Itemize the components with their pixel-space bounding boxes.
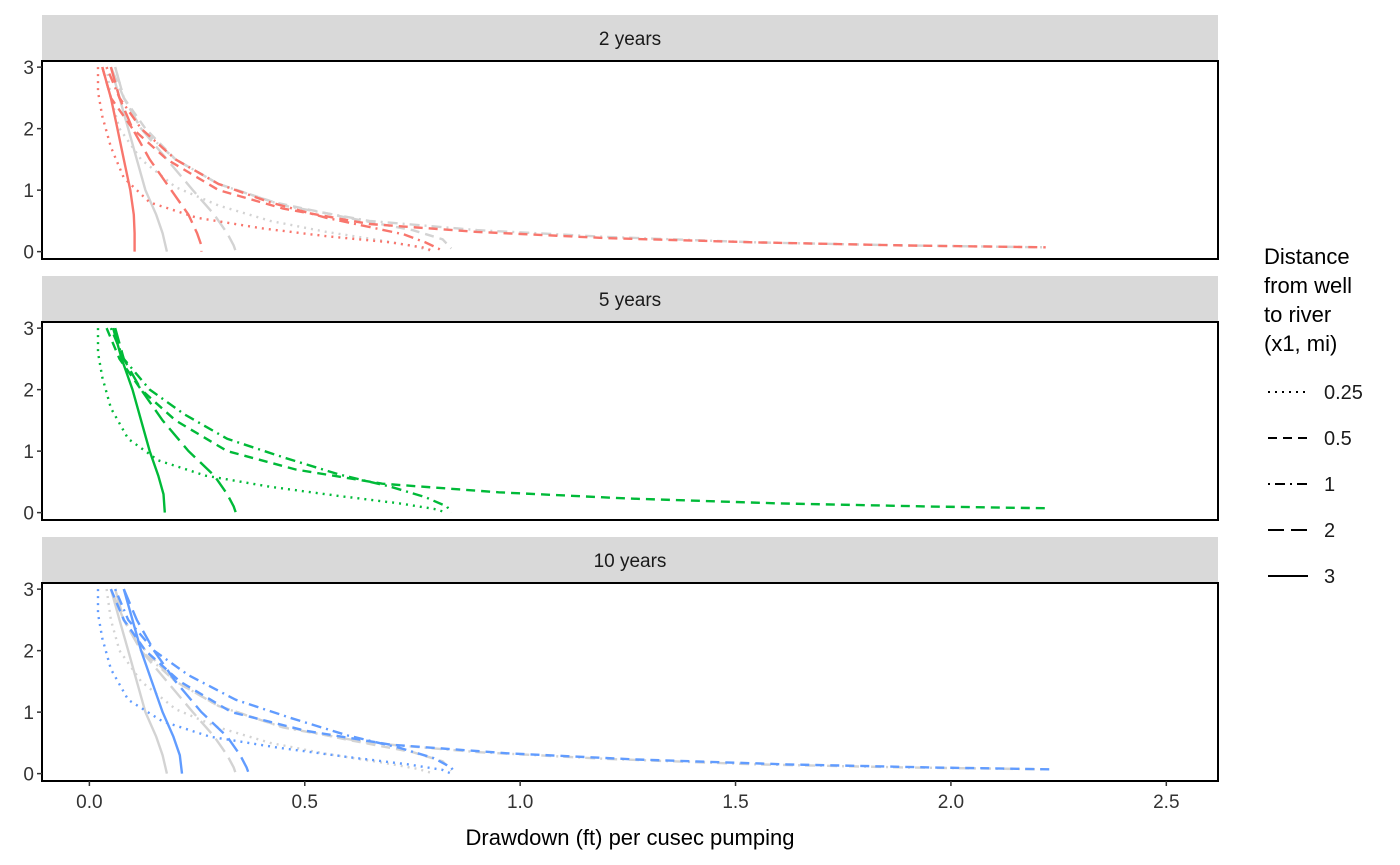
- x-tick-label-0.5: 0.5: [292, 792, 318, 813]
- panel-3-strip-label: 10 years: [594, 551, 667, 572]
- panel-1-line-2: [109, 66, 203, 252]
- panel-1-line-1: [105, 66, 444, 253]
- panel-1-strip-label: 2 years: [599, 29, 661, 50]
- panel-2-line-2: [114, 327, 237, 513]
- legend-title-line-3: to river: [1264, 302, 1331, 327]
- panel-2-background: [42, 322, 1218, 520]
- panel-1-line-0.5: [101, 66, 1046, 249]
- panel-2-y-tick-label-3: 3: [23, 319, 34, 340]
- legend-label-3: 3: [1324, 566, 1335, 588]
- panel-3-baseline-line-3: [109, 588, 169, 774]
- panel-2-y-tick-label-2: 2: [23, 381, 34, 402]
- legend-label-2: 2: [1324, 520, 1335, 542]
- panel-3-strip: [42, 537, 1218, 583]
- panel-3-y-tick-label-2: 2: [23, 642, 34, 663]
- panel-3-line-2: [122, 588, 250, 775]
- x-tick-label-1.0: 1.0: [507, 792, 533, 813]
- panel-1-baseline-line-2: [109, 66, 237, 252]
- panel-1-background: [42, 61, 1218, 259]
- legend-label-0.5: 0.5: [1324, 428, 1352, 450]
- panel-3-y-tick-label-1: 1: [23, 703, 34, 724]
- x-tick-label-2.5: 2.5: [1153, 792, 1179, 813]
- panel-1-y-tick-label-2: 2: [23, 120, 34, 141]
- panel-2-strip: [42, 276, 1218, 322]
- legend-label-0.25: 0.25: [1324, 382, 1363, 404]
- legend-title-line-4: (x1, mi): [1264, 331, 1337, 356]
- x-axis-title: Drawdown (ft) per cusec pumping: [466, 825, 795, 850]
- panel-2-line-3: [111, 327, 166, 513]
- panel-1-line-0.25: [96, 67, 435, 253]
- panel-3-border: [41, 582, 1219, 782]
- x-tick-label-0.0: 0.0: [76, 792, 102, 813]
- panel-1-y-tick-label-3: 3: [23, 58, 34, 79]
- panel-3-y-tick-label-3: 3: [23, 580, 34, 601]
- panel-1-border: [41, 60, 1219, 260]
- panel-1-line-3: [101, 66, 136, 252]
- x-tick-label-1.5: 1.5: [722, 792, 748, 813]
- panel-2-strip-label: 5 years: [599, 290, 661, 311]
- panel-3-background: [42, 583, 1218, 781]
- panel-3-baseline-line-2: [109, 588, 237, 774]
- panel-1-y-tick-label-1: 1: [23, 181, 34, 202]
- panel-2-border: [41, 321, 1219, 521]
- panel-2-y-tick-label-1: 1: [23, 442, 34, 463]
- panel-1-baseline-line-1: [114, 66, 1046, 249]
- panel-3-line-1: [114, 588, 457, 775]
- panel-1-baseline-line-0.5: [114, 66, 453, 250]
- legend-title-line-2: from well: [1264, 273, 1352, 298]
- panel-2-line-1: [109, 327, 453, 514]
- panel-2-y-tick-label-0: 0: [23, 504, 34, 525]
- panel-3-line-0.25: [96, 589, 452, 775]
- panel-3-y-tick-label-0: 0: [23, 765, 34, 786]
- panel-1-y-tick-label-0: 0: [23, 243, 34, 264]
- panel-3-line-3: [122, 588, 184, 774]
- legend-label-1: 1: [1324, 474, 1335, 496]
- panel-3-line-0.5: [109, 588, 1051, 771]
- x-tick-label-2.0: 2.0: [938, 792, 964, 813]
- panel-1-strip: [42, 15, 1218, 61]
- legend-title-line-1: Distance: [1264, 244, 1350, 269]
